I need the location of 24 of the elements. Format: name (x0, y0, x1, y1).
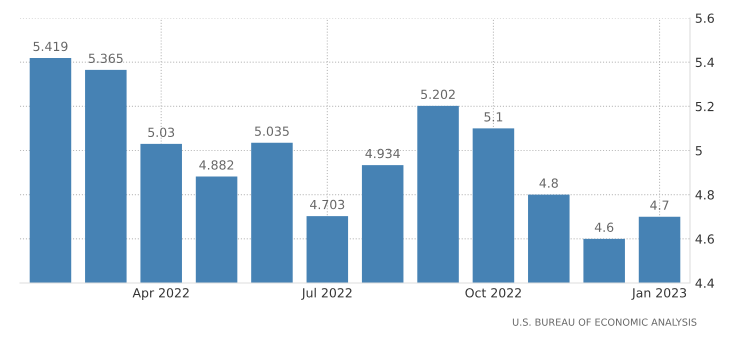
data-label: 5.419 (34, 42, 68, 52)
y-tick-label: 4.4 (695, 278, 714, 288)
y-tick-label: 4.8 (695, 190, 714, 200)
data-label: 5.202 (421, 90, 455, 100)
data-label: 4.8 (539, 178, 558, 188)
text: U.S. BUREAU OF ECONOMIC ANALYSIS (512, 318, 696, 326)
y-tick-label: 5.4 (696, 58, 714, 68)
x-tick-label: Oct 2022 (465, 288, 521, 298)
data-label: 4.934 (365, 148, 400, 158)
y-tick-label: 5.2 (696, 102, 714, 112)
y-tick-label: 4.6 (695, 234, 714, 244)
data-label: 4.882 (199, 160, 234, 170)
x-tick-label: Jul 2022 (301, 288, 352, 300)
data-label: 5.365 (88, 54, 123, 64)
data-label: 5.1 (484, 112, 502, 122)
data-label: 5.03 (148, 128, 174, 138)
y-tick-label: 5.6 (696, 13, 714, 23)
data-label: 4.703 (310, 200, 344, 210)
y-tick-label: 5 (696, 146, 702, 156)
data-label: 5.035 (255, 126, 289, 136)
x-tick-label: Apr 2022 (132, 288, 189, 300)
x-tick-label: Jan 2023 (631, 288, 686, 300)
data-label: 4.6 (594, 222, 614, 232)
data-label: 4.7 (650, 200, 668, 210)
